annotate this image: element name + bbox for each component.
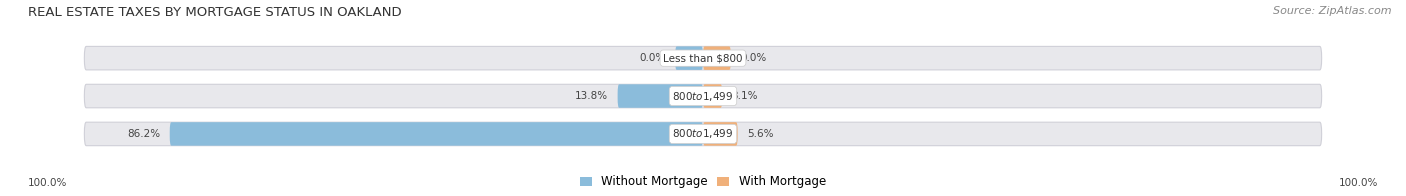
Text: 100.0%: 100.0%	[28, 178, 67, 188]
FancyBboxPatch shape	[170, 122, 703, 146]
Text: $800 to $1,499: $800 to $1,499	[672, 127, 734, 140]
Text: REAL ESTATE TAXES BY MORTGAGE STATUS IN OAKLAND: REAL ESTATE TAXES BY MORTGAGE STATUS IN …	[28, 6, 402, 19]
Text: 0.0%: 0.0%	[740, 53, 766, 63]
Text: Source: ZipAtlas.com: Source: ZipAtlas.com	[1274, 6, 1392, 16]
Legend: Without Mortgage, With Mortgage: Without Mortgage, With Mortgage	[581, 175, 825, 188]
FancyBboxPatch shape	[703, 84, 723, 108]
Text: 0.0%: 0.0%	[640, 53, 666, 63]
FancyBboxPatch shape	[675, 46, 703, 70]
Text: 86.2%: 86.2%	[128, 129, 160, 139]
Text: 5.6%: 5.6%	[747, 129, 773, 139]
FancyBboxPatch shape	[84, 122, 1322, 146]
Text: $800 to $1,499: $800 to $1,499	[672, 90, 734, 103]
Text: 100.0%: 100.0%	[1339, 178, 1378, 188]
Text: Less than $800: Less than $800	[664, 53, 742, 63]
Text: 13.8%: 13.8%	[575, 91, 609, 101]
FancyBboxPatch shape	[84, 84, 1322, 108]
Text: 3.1%: 3.1%	[731, 91, 758, 101]
FancyBboxPatch shape	[703, 46, 731, 70]
FancyBboxPatch shape	[617, 84, 703, 108]
FancyBboxPatch shape	[703, 122, 738, 146]
FancyBboxPatch shape	[84, 46, 1322, 70]
